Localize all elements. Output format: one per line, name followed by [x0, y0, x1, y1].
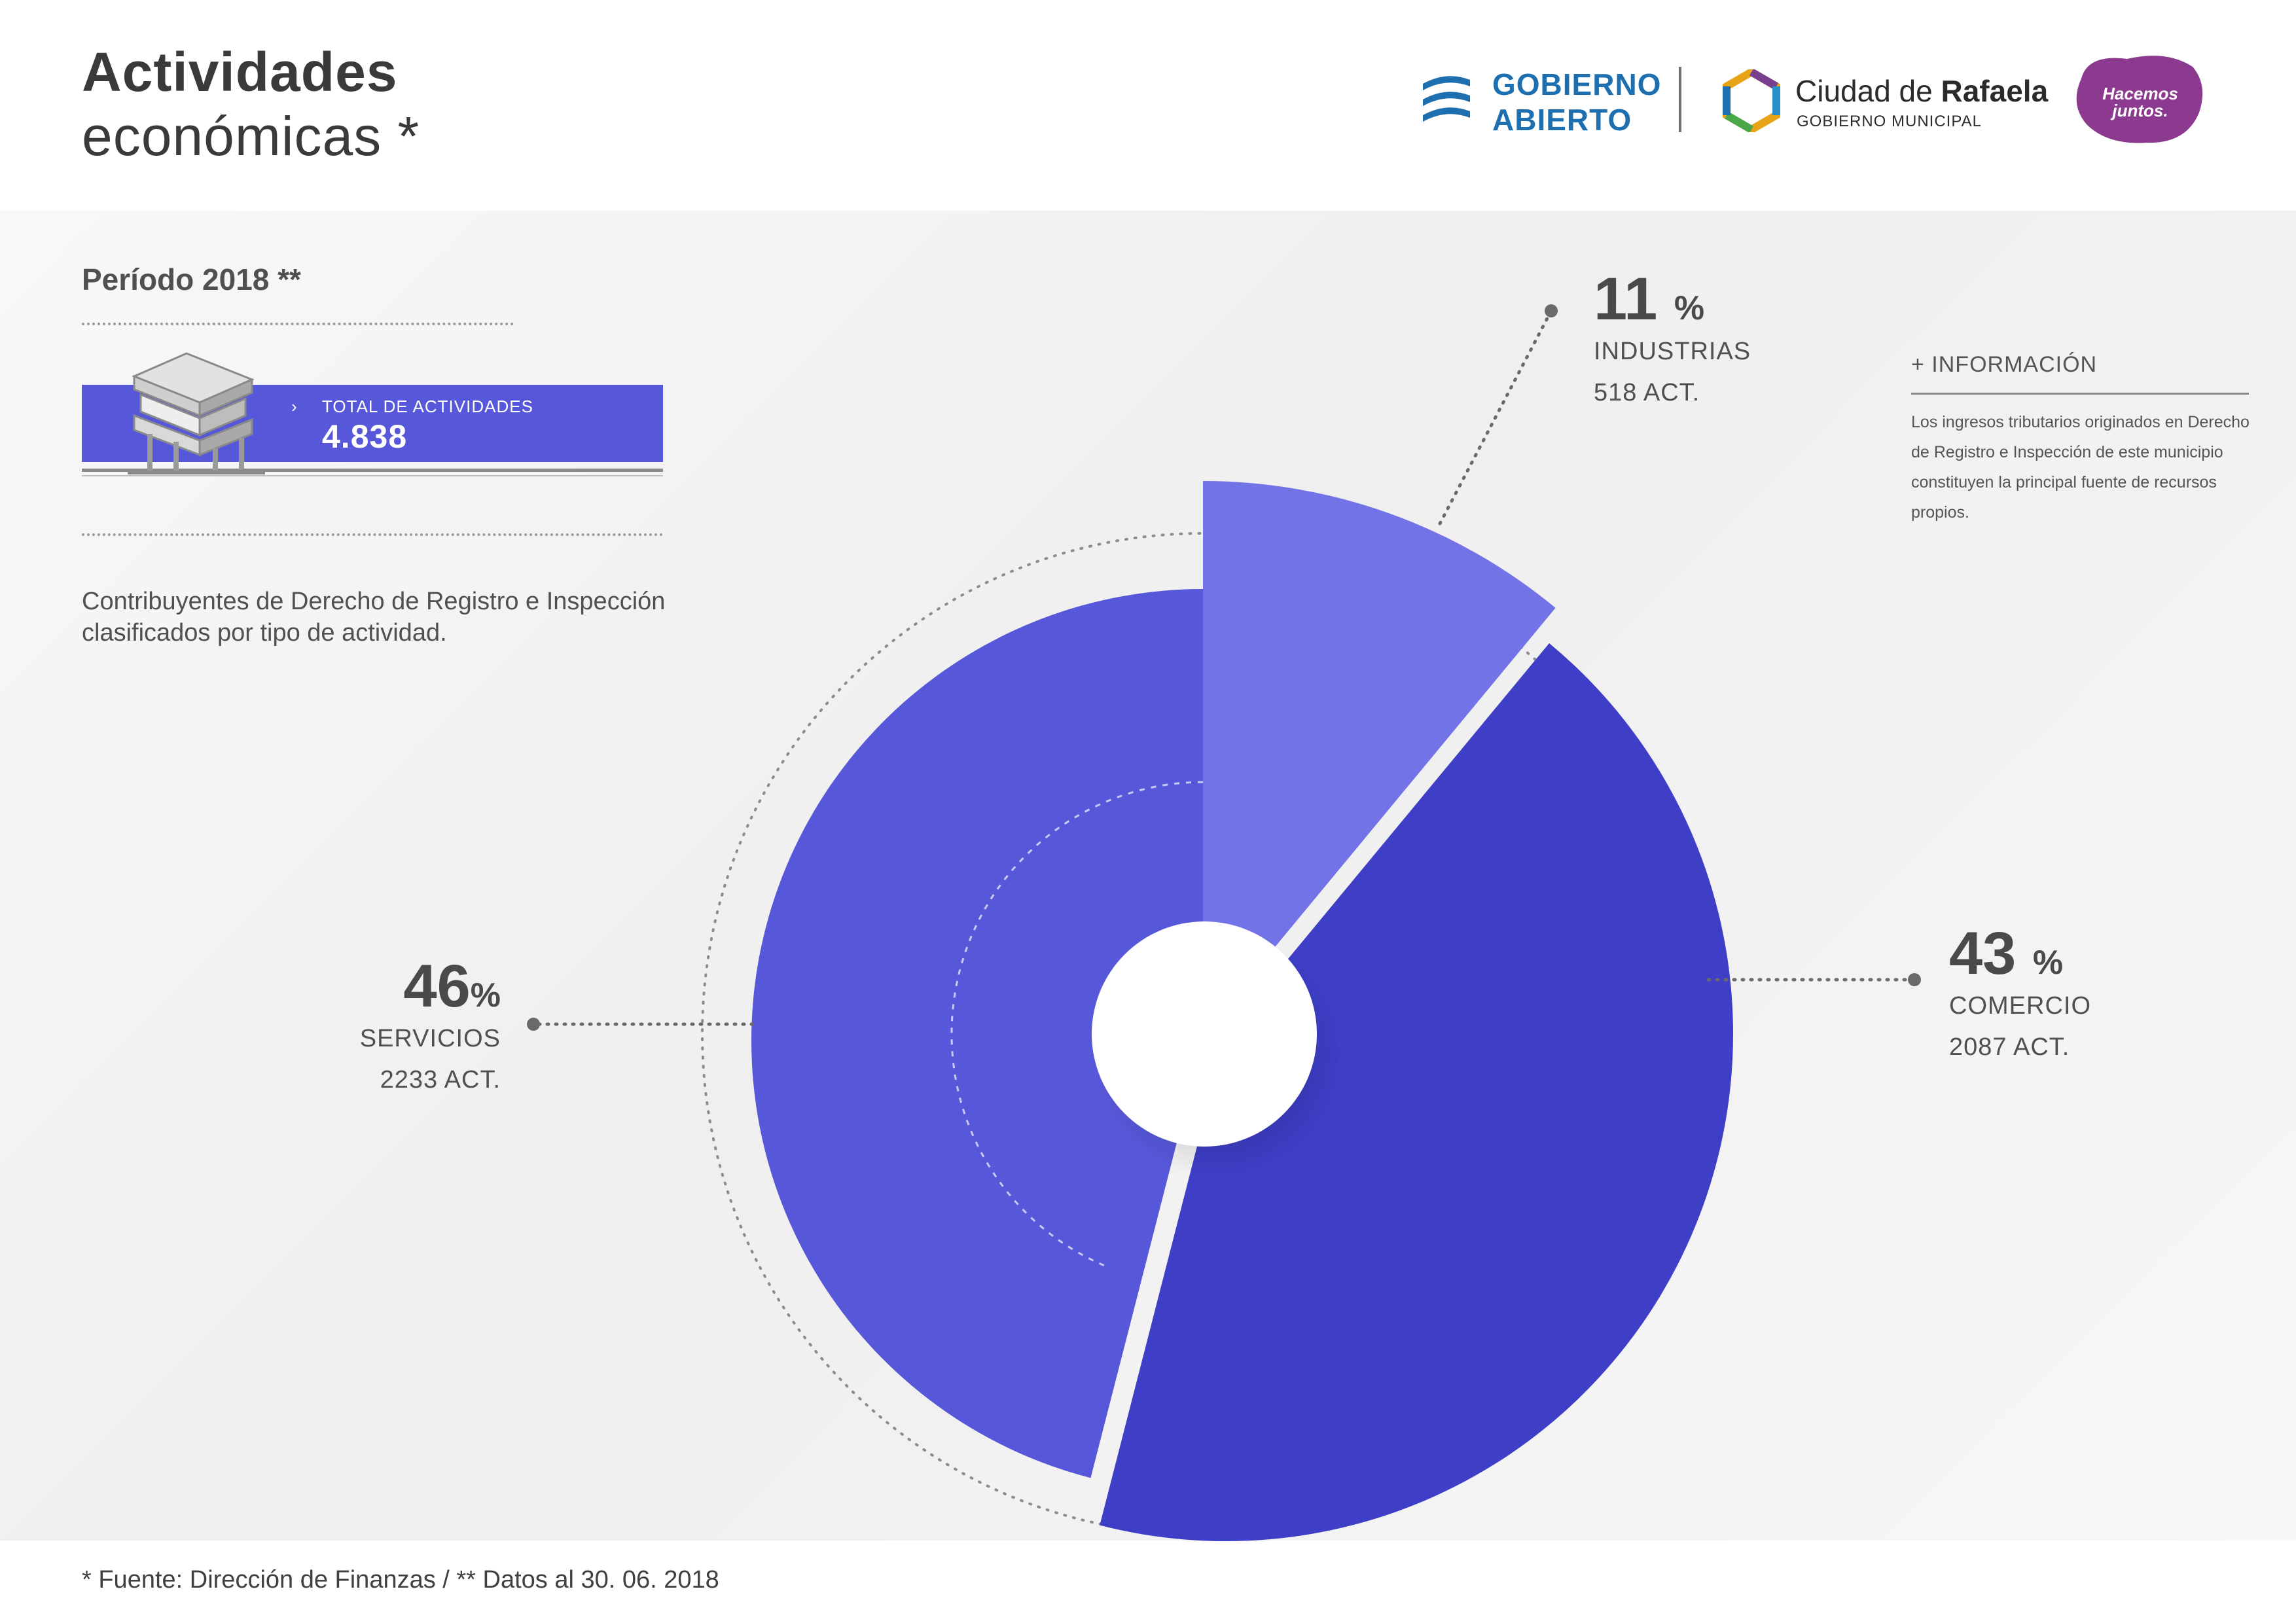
info-text: Los ingresos tributarios originados en D… — [1911, 413, 2250, 522]
slice-label-industrias: 11 % INDUSTRIAS 518 ACT. — [1594, 265, 1751, 407]
leader-dot-industrias — [1545, 304, 1558, 317]
inner-dashed-arc — [950, 781, 1204, 1268]
total-activities-value: 4.838 — [322, 418, 408, 455]
ciudad-rafaela-logo-text: Ciudad de Rafaela — [1795, 74, 2049, 108]
slice-count-comercio: 2087 ACT. — [1949, 1033, 2070, 1061]
slice-name-servicios: SERVICIOS — [359, 1025, 501, 1052]
gobierno-abierto-logo-icon — [1423, 76, 1470, 122]
leader-dot-servicios — [527, 1018, 540, 1031]
slice-name-comercio: COMERCIO — [1949, 992, 2091, 1020]
dotted-divider — [82, 323, 514, 325]
center-hole — [1092, 921, 1317, 1147]
slice-percent-servicios: 46% — [403, 953, 501, 1020]
leader-line-industrias — [1438, 309, 1553, 526]
label-leader-lines — [527, 304, 1921, 1031]
hacemos-juntos-badge-icon — [2076, 56, 2203, 143]
footnote: * Fuente: Dirección de Finanzas / ** Dat… — [82, 1566, 719, 1594]
slice-label-servicios: 46% SERVICIOS 2233 ACT. — [262, 952, 501, 1094]
page-title-line1: Actividades — [82, 41, 398, 103]
page-title-line2: económicas * — [82, 105, 420, 167]
info-title: + INFORMACIÓN — [1911, 352, 2098, 377]
pie-slices — [751, 481, 1734, 1541]
hacemos-juntos-badge-text: Hacemos juntos. — [2102, 84, 2178, 120]
header: Actividades económicas * GOBIERNO ABIERT… — [0, 0, 2296, 211]
slice-name-industrias: INDUSTRIAS — [1594, 338, 1751, 365]
total-activities-base-line-light — [82, 475, 663, 476]
pie-slice-comercio — [1100, 643, 1734, 1541]
total-activities-base-line — [82, 469, 663, 472]
slice-count-servicios: 2233 ACT. — [380, 1066, 501, 1094]
slice-count-industrias: 518 ACT. — [1594, 379, 1700, 406]
logo-divider — [1679, 67, 1681, 132]
gobierno-abierto-logo-text: GOBIERNO ABIERTO — [1492, 67, 1662, 137]
chart-description: Contribuyentes de Derecho de Registro e … — [82, 588, 666, 647]
building-icon — [128, 352, 265, 474]
total-activities-label: TOTAL DE ACTIVIDADES — [322, 397, 533, 416]
ciudad-rafaela-logo-subtitle: GOBIERNO MUNICIPAL — [1797, 113, 1982, 130]
logos: GOBIERNO ABIERTO Ciudad de Rafaela GOBIE… — [1420, 52, 2219, 151]
slice-percent-industrias: 11 % — [1594, 266, 1705, 332]
info-divider — [1911, 393, 2249, 395]
pie-slice-industrias — [1203, 481, 1556, 1034]
period-label: Período 2018 ** — [82, 262, 301, 296]
dotted-divider — [82, 533, 663, 536]
slice-label-comercio: 43 % COMERCIO 2087 ACT. — [1949, 919, 2091, 1061]
ciudad-rafaela-logo-icon — [1723, 69, 1780, 132]
pie-slice-servicios — [751, 589, 1203, 1478]
chevron-right-icon: › — [291, 397, 297, 416]
leader-dot-comercio — [1908, 973, 1921, 986]
slice-percent-comercio: 43 % — [1949, 920, 2064, 987]
